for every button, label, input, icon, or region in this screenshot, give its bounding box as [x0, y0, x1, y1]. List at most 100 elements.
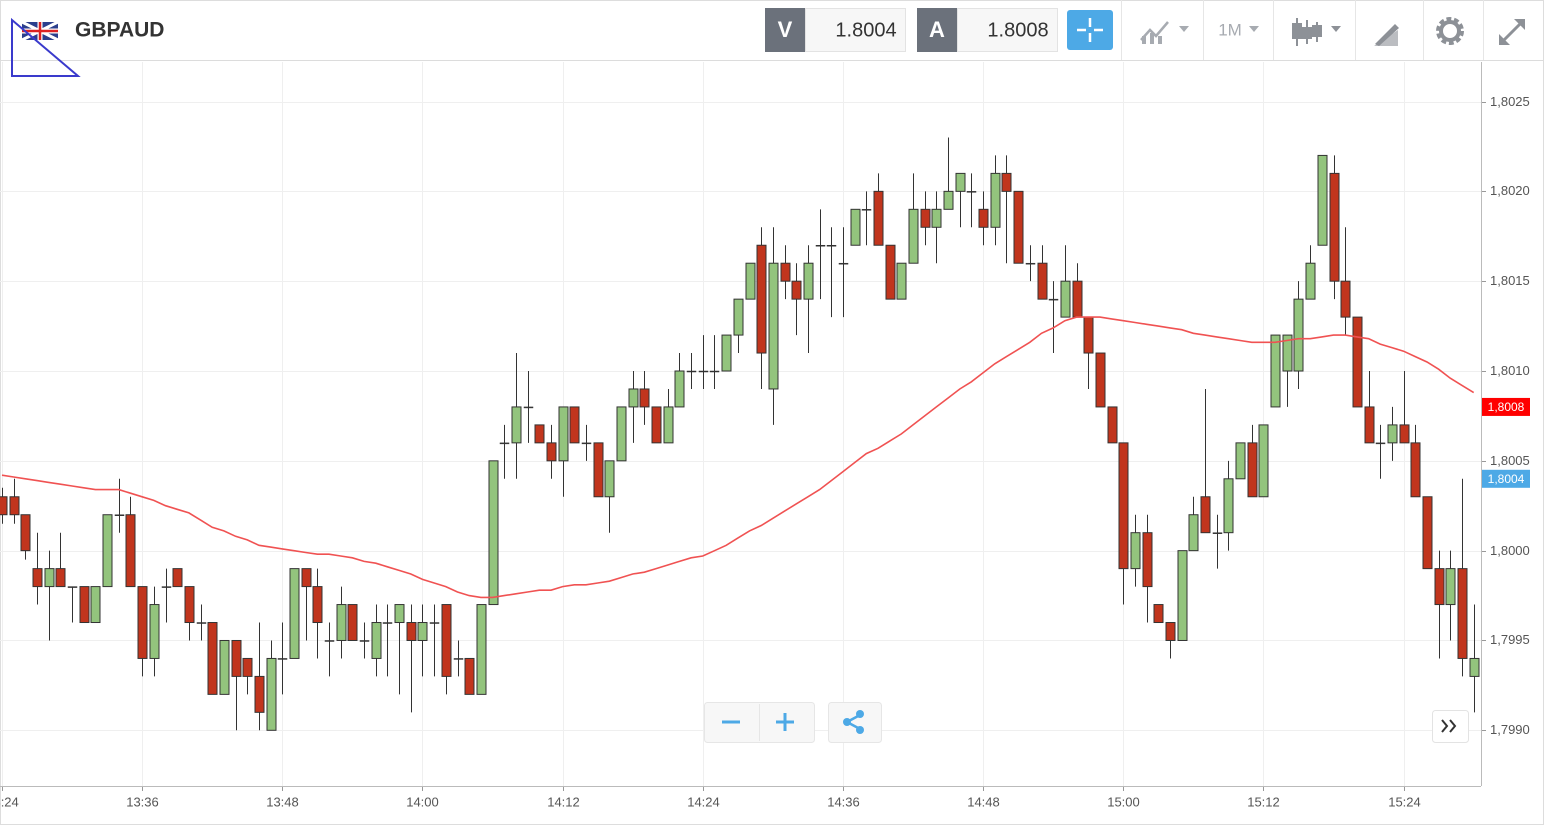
candle-body [651, 406, 662, 444]
candle-body [102, 514, 113, 588]
candle-body [1434, 568, 1445, 606]
sell-button[interactable] [765, 8, 805, 52]
plot: 1,7990 1,7995 1,8000 1,8005 1,8010 1,8015 1,80… [0, 62, 1530, 809]
candle-body [1270, 334, 1281, 408]
candle-body [1422, 496, 1433, 570]
candle-body [289, 568, 300, 659]
candle-body [569, 406, 580, 444]
candle-body [826, 244, 837, 247]
candle-body [1317, 154, 1328, 246]
x-tick-label: 14:36 [827, 794, 860, 809]
x-tick-label: 14:00 [406, 794, 439, 809]
candle-body [172, 568, 183, 588]
candle-body [301, 568, 312, 588]
candle-body [1153, 604, 1164, 624]
candle-body [137, 586, 148, 659]
scroll-right-button[interactable] [1432, 710, 1469, 743]
candle-body [733, 298, 744, 336]
candle-body [698, 370, 709, 373]
x-tick-label: 14:12 [547, 794, 580, 809]
candle-body [429, 622, 440, 624]
candle-body [1445, 568, 1456, 606]
candle-body [1399, 424, 1410, 444]
candle-body [920, 208, 931, 228]
candle-body [1469, 657, 1480, 677]
toolbar-dividers [1121, 0, 1484, 60]
candle-body [674, 370, 685, 408]
candle-body [1060, 280, 1071, 318]
settings-button[interactable] [1436, 17, 1464, 45]
buy-price: 1.8008 [987, 19, 1048, 41]
candle-body [1177, 550, 1188, 641]
candle-body [277, 658, 288, 660]
zoom-in-button[interactable] [776, 713, 794, 731]
sell-label: V [778, 17, 793, 42]
candle-body [768, 262, 779, 390]
candle-body [955, 172, 966, 192]
candle-body [896, 262, 907, 300]
candle-body [1258, 424, 1269, 498]
candle-body [207, 622, 218, 695]
candle-body [324, 640, 335, 642]
candle-body [686, 370, 697, 373]
share-button[interactable] [828, 702, 882, 743]
candle-body [1025, 262, 1036, 265]
candle-body [231, 639, 242, 677]
candle-body [511, 406, 522, 444]
x-tick-label: 14:24 [687, 794, 720, 809]
candle-body [616, 406, 627, 462]
candle-body [453, 658, 464, 660]
candle-body [943, 190, 954, 210]
crosshair-button[interactable] [1067, 10, 1113, 50]
chart-type-button[interactable] [1140, 21, 1189, 44]
candle-body [406, 622, 417, 641]
buy-button[interactable] [917, 8, 957, 52]
timeframe-caret [1249, 26, 1259, 32]
candle-body [1142, 532, 1153, 588]
candle-body [1107, 406, 1118, 444]
candle-body [417, 622, 428, 641]
candle-body [114, 514, 125, 516]
candle-body [67, 586, 78, 588]
candle-body [90, 586, 101, 624]
zoom-controls [704, 702, 882, 743]
candle-body [382, 622, 393, 624]
candle-body [184, 586, 195, 624]
candle-body [1387, 424, 1398, 444]
candle-body [359, 640, 370, 642]
candle-body [242, 657, 253, 677]
candle-body [850, 208, 861, 246]
candle-body [1200, 496, 1211, 534]
candle-body [254, 675, 265, 713]
candle-body [523, 406, 534, 409]
candle-body [1293, 298, 1304, 372]
x-tick-label: 15:12 [1247, 794, 1280, 809]
price-marker-label: 1,8004 [1488, 472, 1525, 486]
candle-type-button[interactable] [1292, 18, 1341, 46]
candle-body [394, 604, 405, 624]
candle-body [44, 568, 55, 588]
candle-body [558, 406, 569, 462]
candle-body [9, 496, 20, 516]
candle-body [336, 604, 347, 641]
candle-body [534, 424, 545, 444]
y-tick-label: 1,8005 [1490, 453, 1530, 468]
timeframe[interactable]: 1M [1218, 20, 1242, 39]
candle-body [1247, 442, 1258, 498]
candle-body [441, 604, 452, 677]
candle-body [885, 244, 896, 300]
candle-body [161, 586, 172, 588]
candle-body [966, 191, 977, 193]
price-marker-label: 1,8008 [1488, 400, 1525, 414]
candle-body [604, 460, 615, 498]
x-tick-label: 14:48 [967, 794, 1000, 809]
candle-body [1048, 298, 1059, 301]
candle-body [1305, 262, 1316, 300]
y-tick-label: 1,8020 [1490, 183, 1530, 198]
candle-body [709, 370, 720, 373]
candle-body [488, 460, 499, 606]
fullscreen-button[interactable] [1499, 19, 1525, 45]
draw-button[interactable] [1374, 24, 1399, 46]
candle-body [55, 568, 66, 588]
